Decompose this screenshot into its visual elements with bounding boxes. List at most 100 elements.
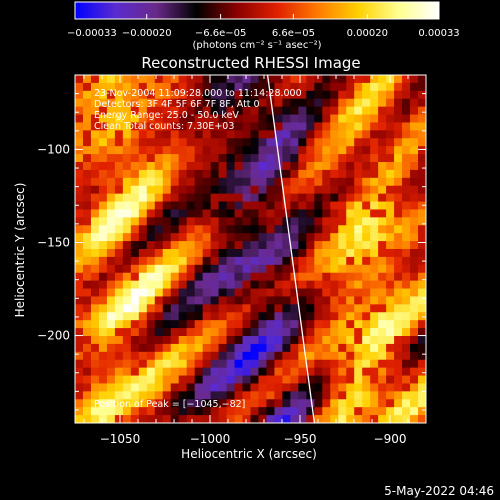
heatmap-cell [234, 209, 244, 218]
heatmap-cell [330, 82, 339, 92]
heatmap-cell [114, 391, 124, 400]
heatmap-cell [186, 351, 196, 361]
heatmap-cell [338, 328, 347, 337]
heatmap-cell [354, 130, 363, 139]
heatmap-cell [170, 367, 180, 377]
heatmap-cell [282, 75, 291, 84]
heatmap-cell [226, 359, 236, 369]
heatmap-cell [90, 351, 100, 361]
heatmap-cell [146, 130, 156, 139]
heatmap-cell [218, 391, 228, 400]
heatmap-cell [75, 225, 84, 234]
heatmap-cell [114, 90, 124, 100]
heatmap-cell [90, 98, 100, 108]
heatmap-cell [322, 351, 331, 361]
heatmap-cell [106, 82, 116, 92]
heatmap-cell [178, 336, 188, 345]
heatmap-cell [234, 193, 244, 203]
heatmap-cell [202, 114, 212, 124]
heatmap-cell [402, 185, 411, 195]
heatmap-cell [202, 336, 212, 345]
heatmap-cell [138, 75, 148, 84]
heatmap-cell [354, 177, 363, 187]
heatmap-cell [338, 351, 347, 361]
heatmap-cell [338, 312, 347, 321]
heatmap-cell [290, 264, 299, 274]
heatmap-cell [218, 415, 228, 423]
heatmap-cell [75, 114, 84, 124]
heatmap-cell [90, 312, 100, 321]
heatmap-cell [210, 375, 220, 385]
heatmap-cell [274, 312, 284, 321]
heatmap-cell [234, 217, 244, 226]
heatmap-cell [290, 407, 299, 416]
heatmap-cell [114, 249, 124, 258]
heatmap-cell [138, 169, 148, 179]
heatmap-cell [162, 288, 172, 298]
heatmap-cell [186, 82, 196, 92]
heatmap-cell [306, 320, 315, 329]
heatmap-cell [218, 407, 228, 416]
heatmap-cell [298, 351, 307, 361]
heatmap-cell [250, 351, 260, 361]
heatmap-cell [354, 98, 363, 108]
heatmap-cell [362, 288, 371, 298]
heatmap-cell [314, 114, 323, 124]
heatmap-cell [378, 336, 387, 345]
heatmap-cell [90, 209, 100, 218]
heatmap-cell [386, 391, 395, 400]
heatmap-cell [194, 122, 204, 131]
heatmap-cell [226, 288, 236, 298]
heatmap-cell [194, 288, 204, 298]
heatmap-cell [178, 359, 188, 369]
heatmap-cell [82, 241, 92, 250]
heatmap-cell [298, 383, 307, 392]
heatmap-cell [322, 217, 331, 226]
heatmap-cell [274, 75, 284, 84]
heatmap-cell [306, 407, 315, 416]
heatmap-cell [138, 217, 148, 226]
heatmap-cell [242, 336, 252, 345]
heatmap-cell [98, 272, 108, 282]
heatmap-cell [122, 82, 132, 92]
heatmap-cell [106, 288, 116, 298]
heatmap-cell [394, 367, 403, 377]
heatmap-cell [370, 82, 379, 92]
heatmap-cell [410, 312, 419, 321]
heatmap-cell [418, 343, 426, 353]
heatmap-cell [386, 162, 395, 171]
heatmap-cell [250, 304, 260, 313]
heatmap-cell [178, 130, 188, 139]
heatmap-cell [194, 106, 204, 116]
heatmap-cell [114, 106, 124, 116]
heatmap-cell [106, 407, 116, 416]
heatmap-cell [322, 256, 331, 266]
heatmap-cell [322, 312, 331, 321]
heatmap-cell [178, 264, 188, 274]
heatmap-cell [122, 106, 132, 116]
heatmap-cell [130, 407, 140, 416]
heatmap-cell [314, 391, 323, 400]
heatmap-cell [114, 201, 124, 211]
heatmap-cell [90, 391, 100, 400]
heatmap-cell [122, 185, 132, 195]
heatmap-cell [386, 264, 395, 274]
heatmap-cell [354, 138, 363, 147]
heatmap-cell [170, 106, 180, 116]
heatmap-cell [122, 217, 132, 226]
heatmap-cell [410, 343, 419, 353]
heatmap-cell [146, 138, 156, 147]
heatmap-cell [234, 351, 244, 361]
heatmap-cell [226, 193, 236, 203]
heatmap-cell [298, 162, 307, 171]
heatmap-cell [186, 391, 196, 400]
heatmap-cell [82, 343, 92, 353]
heatmap-cell [346, 343, 355, 353]
heatmap-cell [290, 75, 299, 84]
heatmap-cell [322, 383, 331, 392]
heatmap-cell [378, 296, 387, 305]
heatmap-cell [106, 351, 116, 361]
heatmap-cell [298, 154, 307, 163]
heatmap-cell [410, 185, 419, 195]
heatmap-cell [394, 82, 403, 92]
